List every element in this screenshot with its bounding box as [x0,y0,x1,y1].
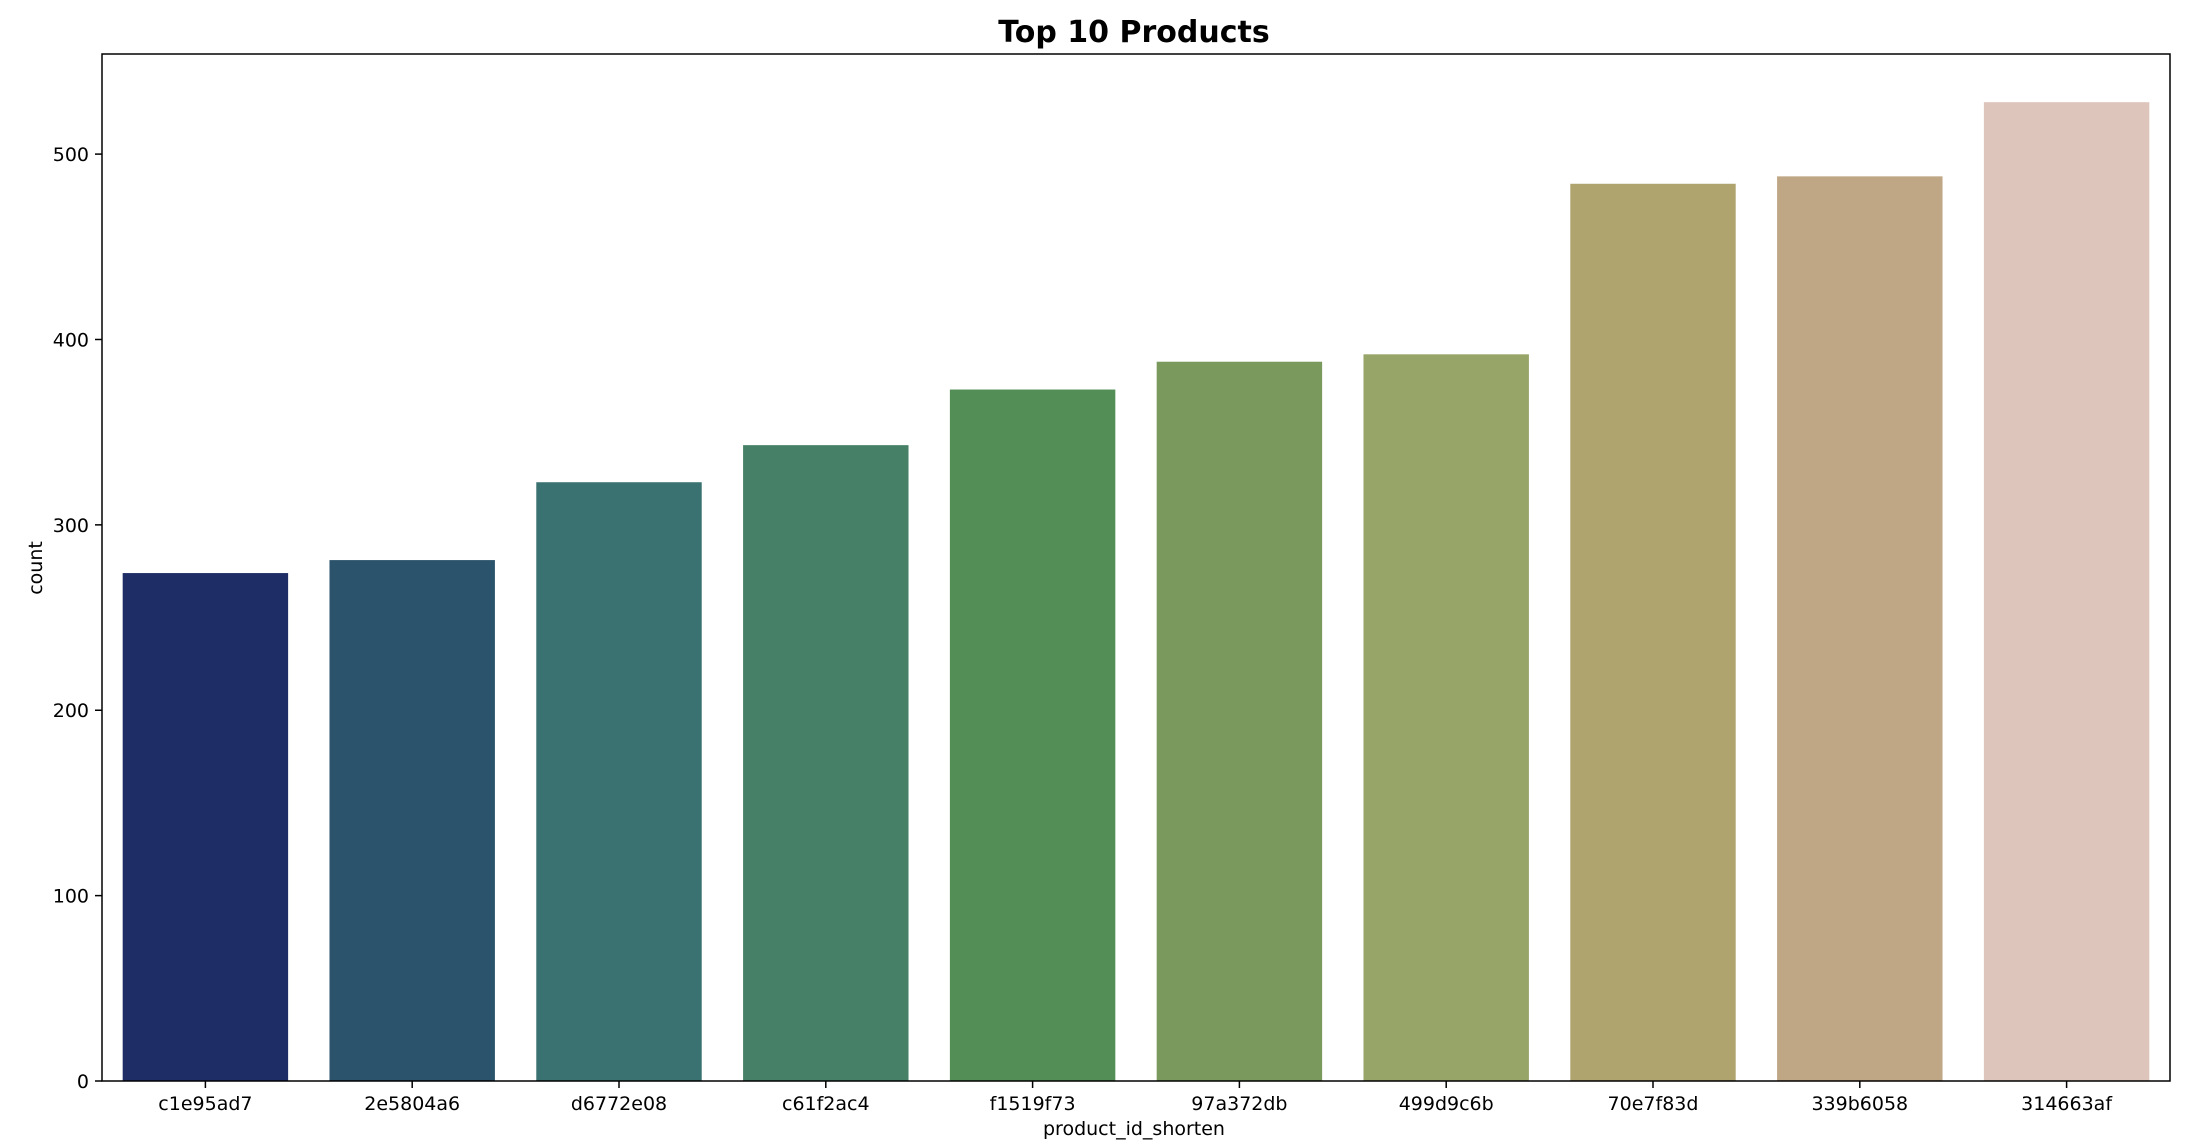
bar-499d9c6b [1363,354,1529,1081]
y-axis-label: count [25,541,47,595]
x-tick-label: c61f2ac4 [782,1093,870,1115]
bar-339b6058 [1777,176,1943,1082]
bar-70e7f83d [1570,183,1736,1081]
bar-f1519f73 [949,389,1116,1081]
y-axis: 0 100 200 300 400 500 [53,144,102,1093]
x-tick-label: 97a372db [1191,1093,1287,1115]
bar-97a372db [1156,361,1323,1082]
y-tick-label: 100 [53,886,89,908]
bar-2e5804a6 [329,560,495,1081]
x-axis-label: product_id_shorten [1043,1118,1225,1140]
bars-group [122,102,2150,1082]
x-tick-label: 339b6058 [1811,1093,1908,1115]
x-tick-label: 314663af [2021,1093,2113,1115]
chart-title: Top 10 Products [998,15,1269,50]
plot-frame [101,53,2171,1082]
x-axis: c1e95ad7 2e5804a6 d6772e08 c61f2ac4 f1519f73… [158,1081,2113,1115]
bar-c1e95ad7 [122,573,289,1081]
x-tick-label: 499d9c6b [1399,1093,1494,1115]
y-tick-label: 400 [53,329,89,351]
x-tick-label: 70e7f83d [1608,1093,1699,1115]
bar-314663af [1983,102,2150,1081]
bar-d6772e08 [536,482,702,1082]
y-tick-label: 500 [53,144,89,166]
y-tick-label: 300 [53,515,89,537]
x-tick-label: 2e5804a6 [364,1093,460,1115]
x-tick-label: d6772e08 [571,1093,667,1115]
y-tick-label: 200 [53,700,89,722]
x-tick-label: f1519f73 [990,1093,1076,1115]
bar-c61f2ac4 [743,445,909,1081]
x-tick-label: c1e95ad7 [158,1093,252,1115]
y-tick-label: 0 [77,1071,89,1093]
